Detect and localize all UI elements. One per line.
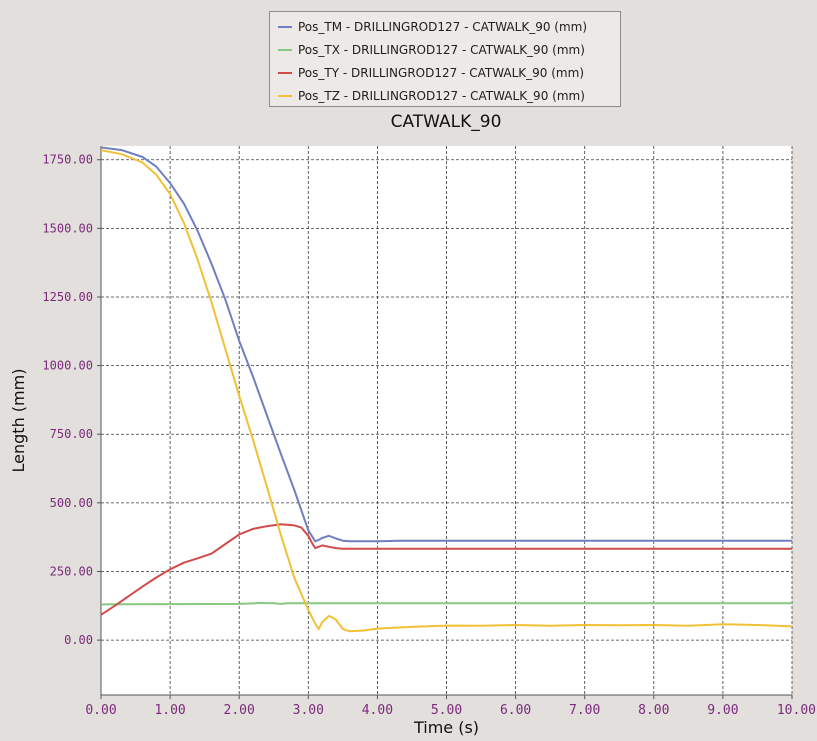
x-tick-label: 7.00 bbox=[569, 703, 600, 718]
legend-item-pos-tm: Pos_TM - DRILLINGROD127 - CATWALK_90 (mm… bbox=[278, 16, 587, 38]
y-tick-label: 1750.00 bbox=[42, 153, 93, 167]
legend-item-pos-tz: Pos_TZ - DRILLINGROD127 - CATWALK_90 (mm… bbox=[278, 85, 585, 107]
x-tick-label: 6.00 bbox=[500, 703, 531, 718]
y-tick-label: 500.00 bbox=[50, 496, 93, 510]
y-axis-label: Length (mm) bbox=[9, 369, 28, 473]
legend-item-pos-tx: Pos_TX - DRILLINGROD127 - CATWALK_90 (mm… bbox=[278, 39, 585, 61]
legend-label-pos-tz: Pos_TZ - DRILLINGROD127 - CATWALK_90 (mm… bbox=[298, 89, 585, 103]
y-tick-label: 750.00 bbox=[50, 427, 93, 441]
legend-swatch-pos-tx bbox=[278, 49, 292, 51]
x-tick-label: 8.00 bbox=[638, 703, 669, 718]
x-tick-label: 1.00 bbox=[154, 703, 185, 718]
x-tick-label: 0.00 bbox=[85, 703, 116, 718]
legend-label-pos-tm: Pos_TM - DRILLINGROD127 - CATWALK_90 (mm… bbox=[298, 20, 588, 34]
x-tick-label: 10.00 bbox=[777, 703, 816, 718]
chart-legend: Pos_TM - DRILLINGROD127 - CATWALK_90 (mm… bbox=[269, 11, 621, 107]
legend-swatch-pos-tz bbox=[278, 95, 292, 97]
x-tick-label: 3.00 bbox=[293, 703, 324, 718]
series-line-pos-tz bbox=[100, 149, 793, 633]
legend-swatch-pos-tm bbox=[278, 26, 292, 28]
x-axis-label: Time (s) bbox=[413, 718, 479, 737]
chart-title: CATWALK_90 bbox=[390, 112, 502, 132]
legend-item-pos-ty: Pos_TY - DRILLINGROD127 - CATWALK_90 (mm… bbox=[278, 62, 584, 84]
x-tick-label: 4.00 bbox=[362, 703, 393, 718]
y-tick-label: 1250.00 bbox=[42, 290, 93, 304]
x-tick-label: 9.00 bbox=[707, 703, 738, 718]
y-tick-label: 250.00 bbox=[50, 564, 93, 578]
legend-label-pos-ty: Pos_TY - DRILLINGROD127 - CATWALK_90 (mm… bbox=[298, 66, 584, 80]
series-line-pos-tx bbox=[100, 602, 792, 606]
series-line-pos-ty bbox=[100, 523, 792, 616]
x-tick-label: 5.00 bbox=[431, 703, 462, 718]
y-tick-label: 1500.00 bbox=[42, 221, 93, 235]
legend-swatch-pos-ty bbox=[278, 72, 292, 74]
y-tick-label: 0.00 bbox=[64, 633, 93, 647]
series-line-pos-tm bbox=[100, 146, 792, 543]
legend-label-pos-tx: Pos_TX - DRILLINGROD127 - CATWALK_90 (mm… bbox=[298, 43, 585, 57]
x-tick-label: 2.00 bbox=[224, 703, 255, 718]
y-tick-label: 1000.00 bbox=[42, 359, 93, 373]
